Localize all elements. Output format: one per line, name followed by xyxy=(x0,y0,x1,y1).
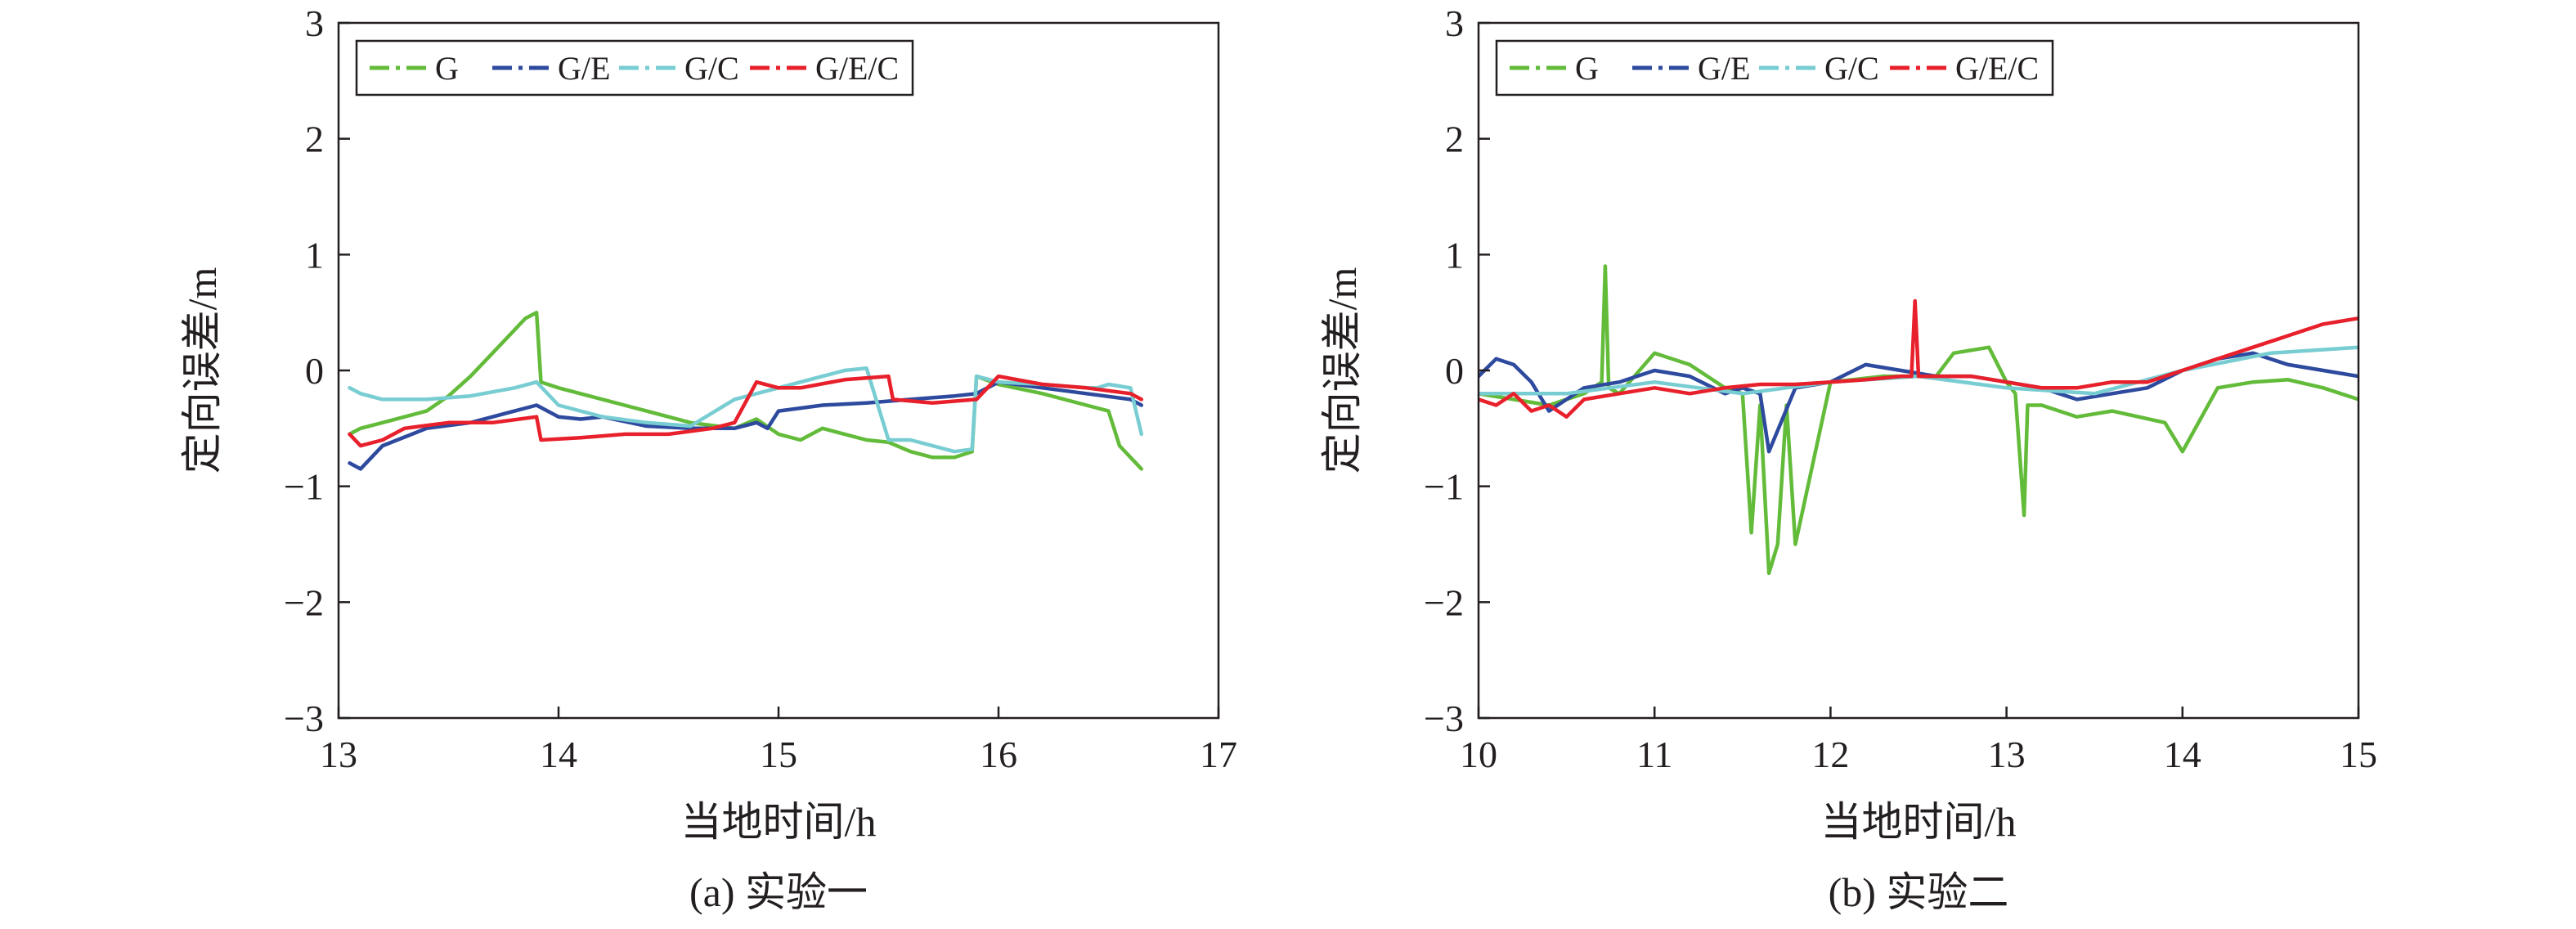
y-tick-label: 2 xyxy=(305,119,324,160)
y-tick-label: 1 xyxy=(1445,234,1464,276)
chart-panel-a: 13 14 15 16 17 3 2 1 0 −1 −2 −3 当地时间/h 定向误差/m (a) 实验一 G… xyxy=(179,2,1237,915)
x-tick-label: 12 xyxy=(1811,734,1849,775)
x-tick-label: 15 xyxy=(760,734,797,775)
y-tick-label: −2 xyxy=(1424,581,1464,623)
y-tick-label: 3 xyxy=(1445,2,1464,44)
x-axis-title: 当地时间/h xyxy=(681,799,877,845)
series-line-g xyxy=(348,310,1144,471)
legend-label: G/C xyxy=(684,50,739,87)
x-tick-label: 15 xyxy=(2340,734,2377,775)
series-group xyxy=(348,310,1144,471)
series-line-g-e xyxy=(348,379,1144,471)
y-axis-title: 定向误差/m xyxy=(1319,267,1365,474)
legend-label: G/E/C xyxy=(1955,50,2039,87)
x-tick-label: 14 xyxy=(540,734,577,775)
x-tick-label: 14 xyxy=(2164,734,2201,775)
legend-label: G xyxy=(435,50,459,87)
legend: G G/E G/C G/E/C xyxy=(355,39,914,96)
x-tick-label: 10 xyxy=(1460,734,1497,775)
series-line-g xyxy=(1479,264,2358,576)
y-tick-label: 1 xyxy=(305,234,324,276)
y-tick-label: −1 xyxy=(1424,466,1464,508)
y-axis-title: 定向误差/m xyxy=(179,267,225,474)
y-tick-label: −3 xyxy=(284,698,324,739)
y-tick-label: 0 xyxy=(1445,350,1464,392)
x-tick-label: 13 xyxy=(1988,734,2026,775)
legend: G G/E G/C G/E/C xyxy=(1495,39,2054,96)
y-tick-label: −3 xyxy=(1424,698,1464,739)
y-tick-label: 2 xyxy=(1445,119,1464,160)
legend-label: G/E xyxy=(558,50,610,87)
x-tick-label: 13 xyxy=(320,734,357,775)
x-tick-label: 16 xyxy=(980,734,1017,775)
panel-caption: (a) 实验一 xyxy=(689,869,868,915)
panel-caption: (b) 实验二 xyxy=(1829,869,2009,915)
y-tick-label: −1 xyxy=(284,466,324,508)
y-tick-label: −2 xyxy=(284,581,324,623)
x-axis-title: 当地时间/h xyxy=(1821,799,2017,845)
legend-label: G/E/C xyxy=(815,50,899,87)
legend-label: G xyxy=(1575,50,1599,87)
series-line-g-e-c xyxy=(348,374,1144,448)
y-tick-label: 0 xyxy=(305,350,324,392)
legend-label: G/C xyxy=(1824,50,1879,87)
series-line-g-e-c xyxy=(1479,298,2358,419)
series-group xyxy=(1479,264,2358,576)
y-tick-label: 3 xyxy=(305,2,324,44)
x-tick-label: 17 xyxy=(1200,734,1237,775)
x-tick-label: 11 xyxy=(1636,734,1672,775)
plot-frame xyxy=(337,21,1220,720)
legend-label: G/E xyxy=(1698,50,1750,87)
